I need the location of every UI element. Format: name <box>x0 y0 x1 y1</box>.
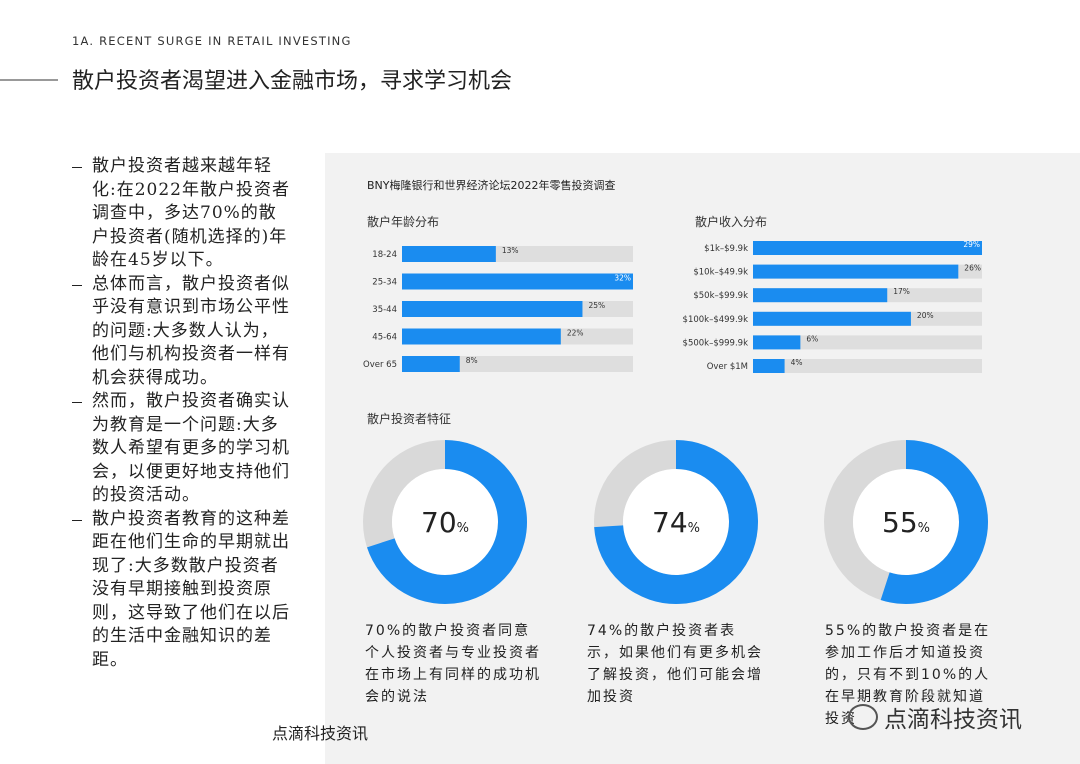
category-label: $500k–$999.9k <box>683 338 749 348</box>
category-label: 18-24 <box>372 250 397 260</box>
donut-value: 74% <box>652 506 700 539</box>
value-label: 29% <box>963 240 980 249</box>
value-label: 26% <box>964 264 981 273</box>
donut-hole <box>623 469 729 575</box>
donut-value: 55% <box>882 506 930 539</box>
bar <box>753 288 888 303</box>
value-label: 13% <box>502 246 519 255</box>
watermark: 点滴科技资讯 <box>848 700 1022 734</box>
donut-arc <box>880 440 988 604</box>
bullet: 总体而言，散户投资者似乎没有意识到市场公平性的问题:大多数人认为，他们与机构投资… <box>72 273 290 391</box>
bar <box>753 311 911 326</box>
bullet: 散户投资者越来越年轻化:在2022年散户投资者调查中，多达70%的散户投资者(随… <box>72 155 290 273</box>
chart-title: 散户收入分布 <box>695 214 767 229</box>
donut-unit: % <box>457 521 469 536</box>
donut-unit: % <box>918 521 930 536</box>
donut-hole <box>392 469 498 575</box>
donut-value: 70% <box>421 506 469 539</box>
category-label: 35-44 <box>372 305 397 315</box>
donut-number: 55 <box>882 506 918 539</box>
bar <box>402 356 460 372</box>
donut-number: 74 <box>652 506 688 539</box>
bullet-dash <box>72 402 82 403</box>
value-label: 6% <box>806 334 818 343</box>
value-label: 17% <box>893 287 910 296</box>
bar <box>402 273 633 290</box>
category-label: 45-64 <box>372 333 397 343</box>
bullet-list: 散户投资者越来越年轻化:在2022年散户投资者调查中，多达70%的散户投资者(随… <box>72 155 290 672</box>
category-label: $100k–$499.9k <box>683 315 749 325</box>
bullet-text: 总体而言，散户投资者似乎没有意识到市场公平性的问题:大多数人认为，他们与机构投资… <box>92 273 290 388</box>
panel-title: BNY梅隆银行和世界经济论坛2022年零售投资调查 <box>367 178 616 192</box>
bar-track <box>753 335 982 350</box>
bullet-text: 散户投资者教育的这种差距在他们生命的早期就出现了:大多数散户投资者没有早期接触到… <box>92 508 290 670</box>
bar <box>753 335 801 350</box>
section-title: 散户投资者特征 <box>367 411 451 426</box>
category-label: $10k–$49.9k <box>693 268 748 278</box>
bullet-dash <box>72 519 82 521</box>
donut-arc <box>594 440 758 604</box>
donut-caption: 74%的散户投资者表示，如果他们有更多机会了解投资，他们可能会增加投资 <box>587 623 763 705</box>
section-label: 1A. RECENT SURGE IN RETAIL INVESTING <box>72 34 352 48</box>
bullet-dash <box>72 284 82 286</box>
bar <box>753 264 959 279</box>
value-label: 32% <box>614 274 631 283</box>
bullet-text: 散户投资者越来越年轻化:在2022年散户投资者调查中，多达70%的散户投资者(随… <box>92 156 290 270</box>
bar <box>402 328 561 345</box>
bullet-dash <box>72 167 82 168</box>
category-label: 25-34 <box>372 278 397 288</box>
bullet: 然而，散户投资者确实认为教育是一个问题:大多数人希望有更多的学习机会，以便更好地… <box>72 390 290 508</box>
value-label: 25% <box>588 301 605 310</box>
value-label: 22% <box>567 329 584 338</box>
bar-track <box>753 359 982 373</box>
bar <box>753 359 785 373</box>
category-label: Over 65 <box>363 360 397 370</box>
category-label: $1k–$9.9k <box>704 244 748 254</box>
bar <box>402 301 583 317</box>
donut-hole <box>853 469 959 575</box>
value-label: 4% <box>791 358 803 367</box>
footer: 点滴科技资讯 <box>272 724 369 743</box>
bar <box>753 241 982 255</box>
donut-unit: % <box>688 521 700 536</box>
watermark-icon <box>848 704 878 730</box>
donut-arc <box>367 440 527 604</box>
value-label: 20% <box>917 311 934 320</box>
bullet-text: 然而，散户投资者确实认为教育是一个问题:大多数人希望有更多的学习机会，以便更好地… <box>92 391 290 505</box>
category-label: Over $1M <box>707 362 748 372</box>
donut-caption: 55%的散户投资者是在参加工作后才知道投资的，只有不到10%的人在早期教育阶段就… <box>825 623 991 727</box>
slide-title: 散户投资者渴望进入金融市场，寻求学习机会 <box>72 69 512 94</box>
donut-number: 70 <box>421 506 457 539</box>
donut-caption: 70%的散户投资者同意个人投资者与专业投资者在市场上有同样的成功机会的说法 <box>365 623 541 705</box>
watermark-text: 点滴科技资讯 <box>884 707 1022 733</box>
category-label: $50k–$99.9k <box>693 291 748 301</box>
bullet: 散户投资者教育的这种差距在他们生命的早期就出现了:大多数散户投资者没有早期接触到… <box>72 508 290 673</box>
chart-title: 散户年龄分布 <box>367 214 439 229</box>
bar <box>402 246 496 262</box>
value-label: 8% <box>466 356 478 365</box>
